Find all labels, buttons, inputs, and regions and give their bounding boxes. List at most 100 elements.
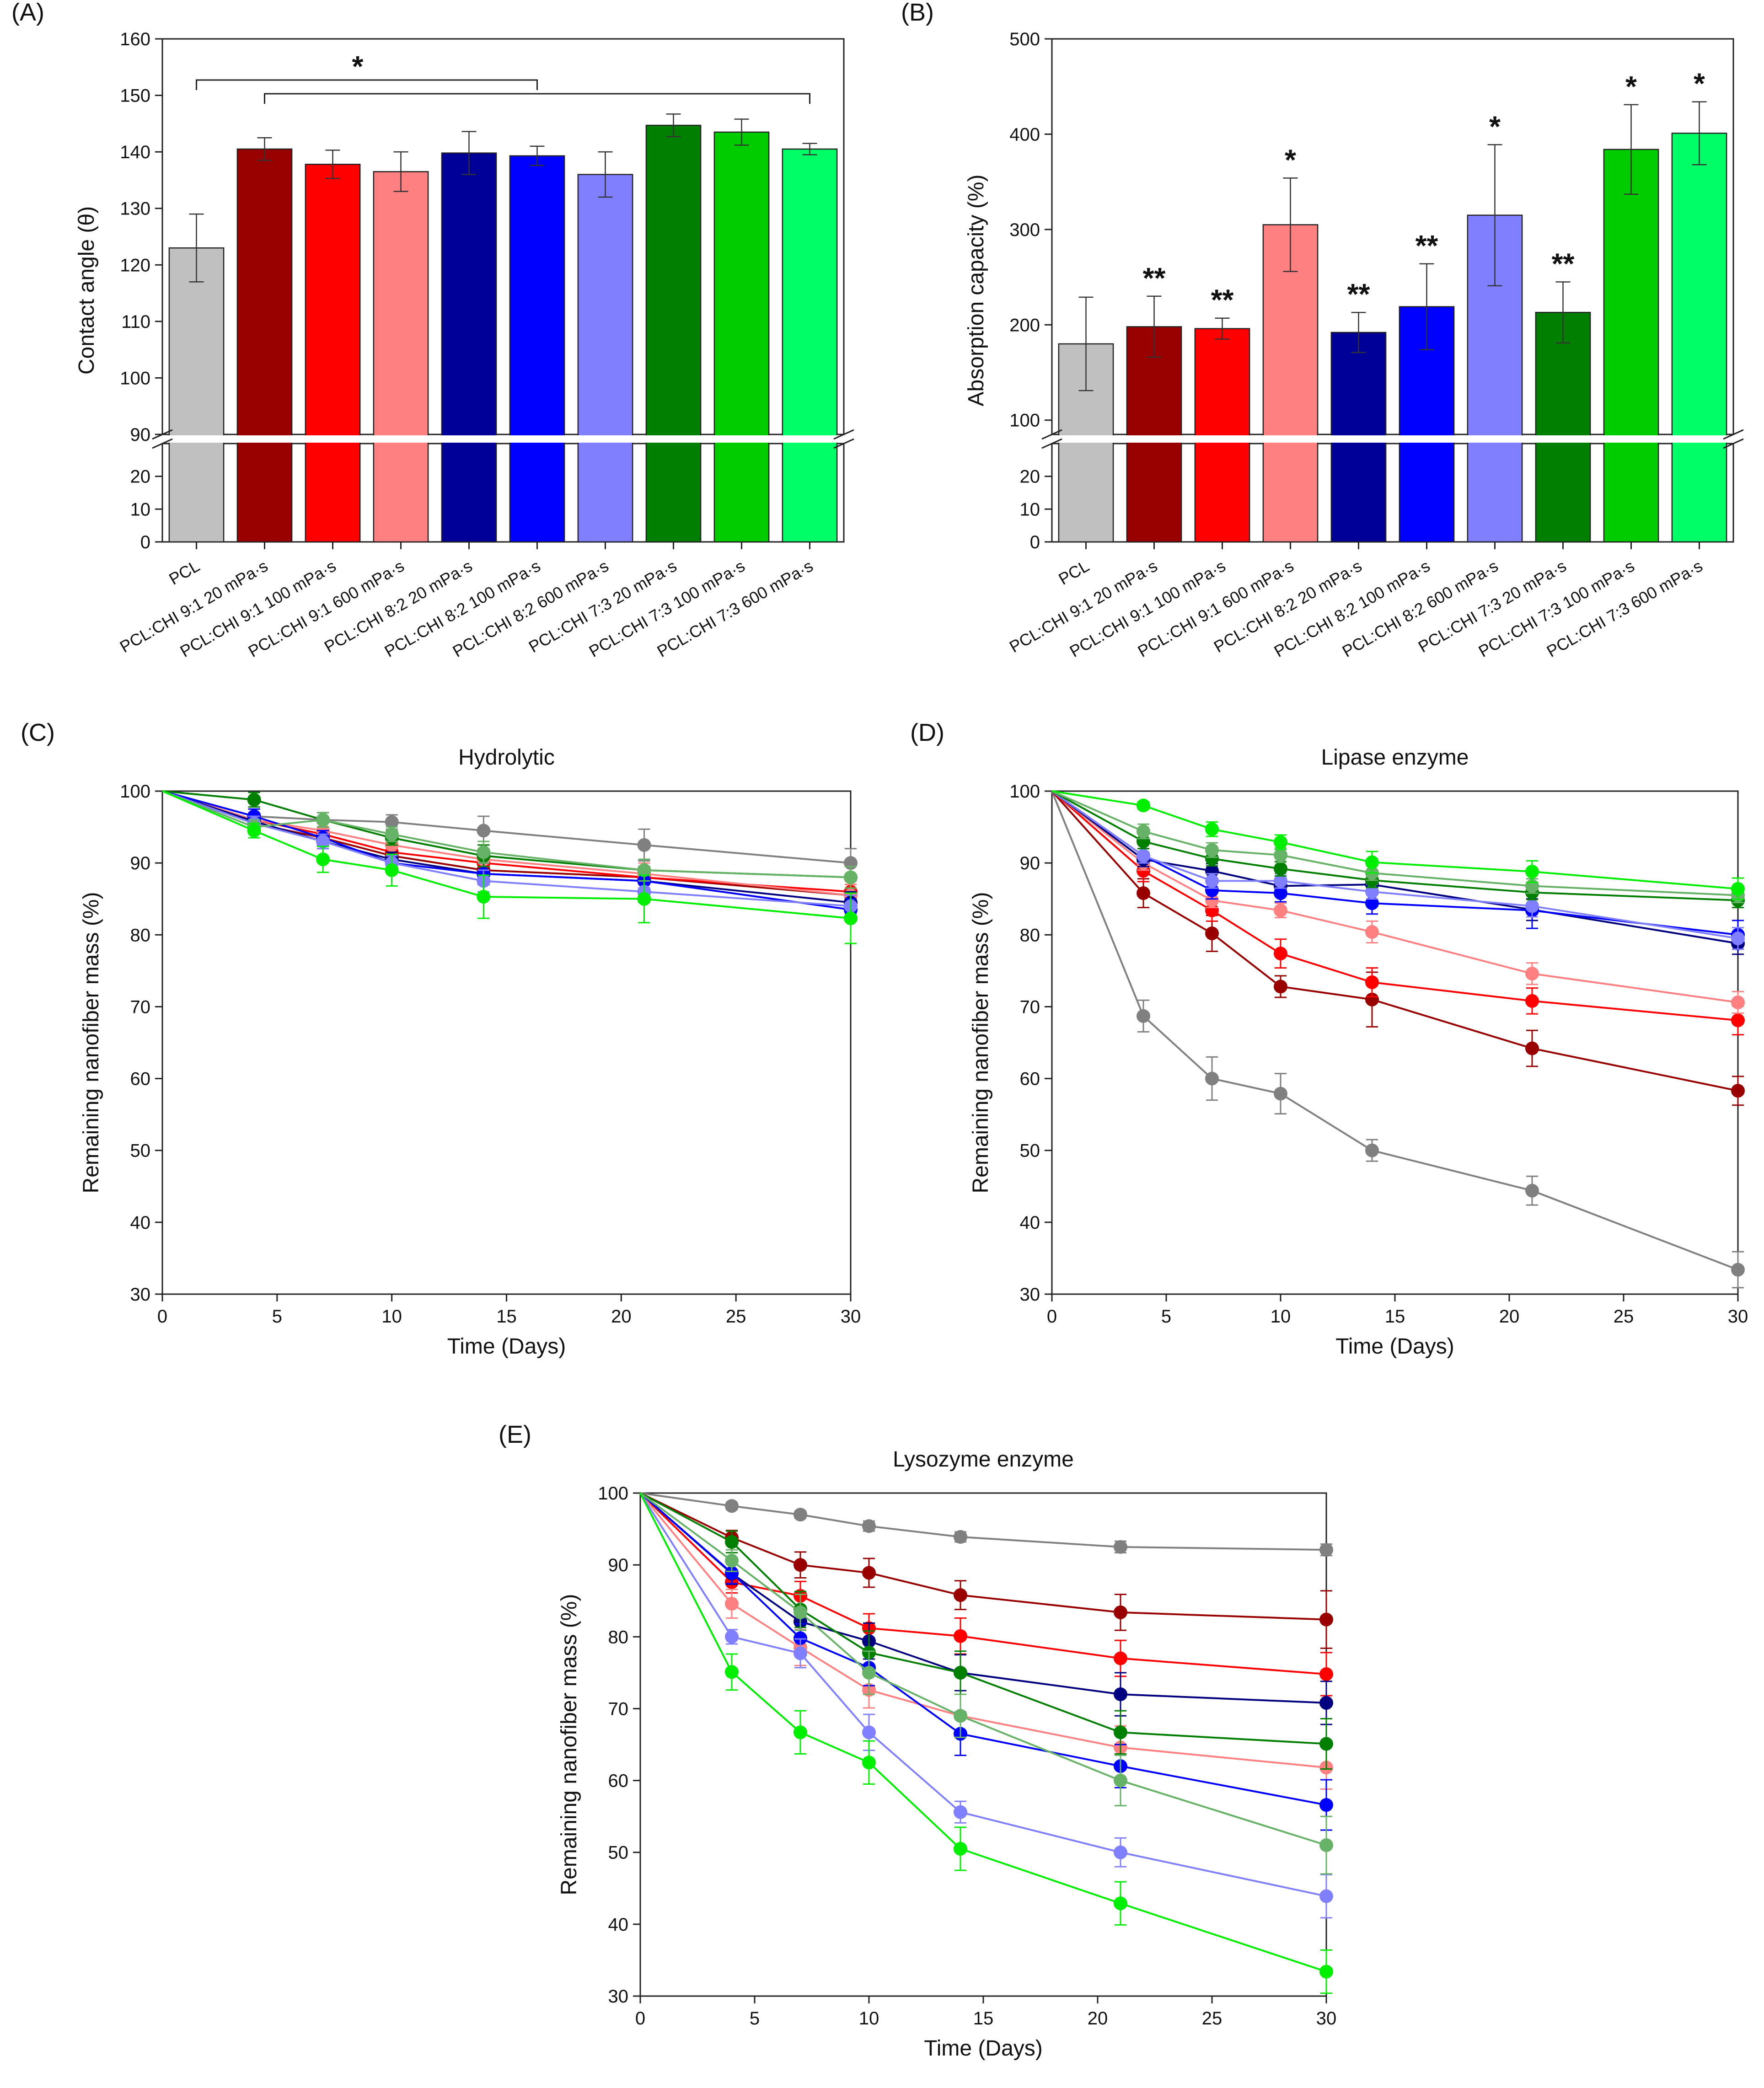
data-point bbox=[794, 1646, 807, 1660]
data-point bbox=[1525, 865, 1539, 878]
data-point bbox=[1525, 1183, 1539, 1198]
plot-frame bbox=[161, 790, 852, 1295]
axis-frame-upper bbox=[1051, 38, 1734, 435]
x-tick-label: 20 bbox=[611, 1306, 632, 1327]
data-point bbox=[1319, 1667, 1333, 1681]
data-point bbox=[862, 1665, 876, 1680]
x-tick-label: 20 bbox=[1088, 2008, 1108, 2029]
data-point bbox=[1365, 896, 1379, 910]
data-point bbox=[1525, 1041, 1539, 1055]
series-group bbox=[639, 1492, 1333, 1725]
significance-marker: * bbox=[1285, 143, 1296, 176]
axis-break-mark bbox=[1723, 438, 1744, 449]
y-tick-label: 300 bbox=[1009, 220, 1040, 240]
data-point bbox=[637, 838, 651, 852]
y-tick-label: 100 bbox=[598, 1483, 628, 1504]
data-point bbox=[385, 815, 399, 829]
data-point bbox=[1205, 893, 1219, 907]
significance-marker: * bbox=[1489, 110, 1501, 143]
series-group bbox=[639, 1492, 1333, 1790]
x-tick-label: 25 bbox=[1614, 1306, 1634, 1327]
data-point bbox=[385, 827, 399, 841]
data-point bbox=[954, 1588, 967, 1602]
data-point bbox=[1525, 899, 1539, 913]
y-tick-label: 160 bbox=[120, 29, 150, 49]
y-tick-label: 60 bbox=[608, 1771, 629, 1791]
data-point bbox=[477, 824, 491, 838]
data-point bbox=[385, 863, 399, 877]
data-point bbox=[1205, 926, 1219, 941]
plot-frame bbox=[1051, 790, 1739, 1295]
data-point bbox=[1137, 824, 1150, 838]
data-point bbox=[1274, 848, 1287, 862]
data-point bbox=[954, 1805, 967, 1819]
y-tick-label: 90 bbox=[130, 853, 151, 873]
y-tick-label: 90 bbox=[1020, 853, 1040, 873]
y-tick-label: 80 bbox=[1020, 925, 1040, 945]
y-tick-label: 50 bbox=[130, 1141, 151, 1161]
panel-d-line-chart: (D) Lipase enzyme 0 5 10 15 20 25 30 30 40 50 60 70 80… bbox=[910, 719, 1748, 1359]
data-point bbox=[1274, 903, 1287, 917]
data-point bbox=[794, 1558, 807, 1572]
bar bbox=[713, 131, 770, 543]
data-point bbox=[1205, 843, 1219, 857]
data-point bbox=[1319, 1612, 1333, 1627]
data-point bbox=[1365, 885, 1379, 899]
bar bbox=[441, 152, 497, 543]
x-tick-label: 5 bbox=[1161, 1306, 1171, 1327]
data-point bbox=[1731, 932, 1745, 946]
data-point bbox=[1365, 925, 1379, 939]
bar bbox=[168, 247, 225, 543]
series-group bbox=[1051, 790, 1745, 950]
series-line bbox=[1051, 790, 1738, 1092]
data-point bbox=[1525, 967, 1539, 981]
series-group bbox=[639, 1492, 1333, 1919]
data-point bbox=[1205, 1071, 1219, 1086]
y-tick-label: 140 bbox=[120, 142, 150, 162]
data-point bbox=[862, 1519, 876, 1533]
chart-title: Lipase enzyme bbox=[1321, 745, 1469, 770]
x-tick-label: 15 bbox=[1385, 1306, 1405, 1327]
data-point bbox=[862, 1566, 876, 1580]
y-axis-label: Contact angle (θ) bbox=[75, 206, 99, 375]
y-tick-label: 120 bbox=[120, 255, 150, 275]
data-point bbox=[1274, 947, 1287, 961]
data-point bbox=[1114, 1725, 1127, 1740]
x-tick-label: 25 bbox=[726, 1306, 746, 1327]
bar bbox=[1194, 328, 1250, 543]
series-group bbox=[1051, 790, 1745, 1014]
data-point bbox=[1114, 1651, 1127, 1665]
y-axis-label: Absorption capacity (%) bbox=[964, 175, 988, 407]
bar bbox=[782, 148, 838, 543]
axis-frame-lower bbox=[161, 443, 845, 543]
axis-frame-lower bbox=[1051, 443, 1734, 543]
y-axis-label: Remaining nanofiber mass (%) bbox=[969, 892, 993, 1194]
axis-break-mark bbox=[833, 429, 854, 440]
bar bbox=[1671, 133, 1727, 543]
data-point bbox=[1114, 1687, 1127, 1701]
data-point bbox=[1365, 1143, 1379, 1157]
series-line bbox=[639, 1493, 1327, 1973]
x-axis-label: Time (Days) bbox=[1335, 1334, 1454, 1359]
y-tick-label: 150 bbox=[120, 86, 150, 106]
series-group bbox=[162, 790, 858, 914]
data-point bbox=[316, 852, 330, 867]
bar bbox=[373, 171, 429, 543]
data-point bbox=[725, 1499, 739, 1513]
y-tick-label: 100 bbox=[120, 782, 150, 802]
series-line bbox=[1051, 790, 1738, 945]
axis-break-mark bbox=[1041, 438, 1062, 449]
series-group bbox=[1051, 790, 1745, 900]
x-tick-label: PCL bbox=[1055, 556, 1092, 589]
data-point bbox=[1137, 798, 1150, 813]
axis-break-gap bbox=[1038, 435, 1747, 443]
chart-title: Hydrolytic bbox=[458, 745, 555, 770]
data-point bbox=[1731, 1263, 1745, 1277]
panel-letter: (E) bbox=[499, 1421, 531, 1448]
axis-break-gap bbox=[149, 435, 858, 443]
data-point bbox=[1319, 1838, 1333, 1852]
data-point bbox=[1365, 975, 1379, 989]
x-tick-label: 10 bbox=[859, 2008, 879, 2029]
